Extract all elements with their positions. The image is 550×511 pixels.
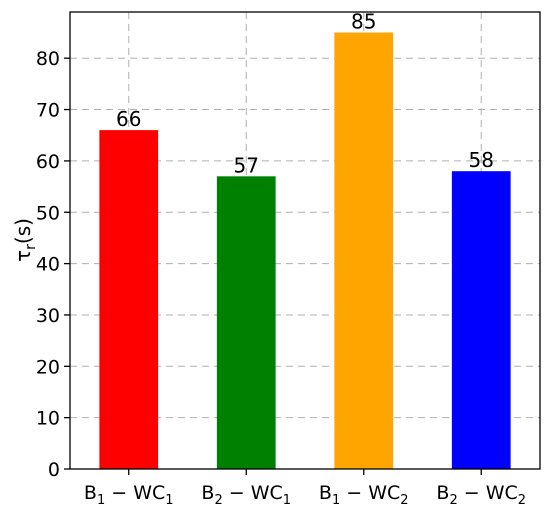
y-tick-label: 20	[36, 356, 60, 378]
y-tick-label: 60	[36, 151, 60, 173]
bar-value-label: 85	[351, 10, 376, 34]
bar	[99, 130, 159, 469]
bar-value-label: 58	[469, 148, 494, 172]
x-tick-label: B2 − WC1	[201, 482, 291, 508]
bar	[334, 32, 394, 469]
axes-layer	[69, 11, 541, 470]
x-tick-label: B1 − WC1	[84, 482, 174, 508]
ticks-layer: 0 10 20 30 40 50 60 70 80 B1 − WC1 B2 − WC1 B1 − WC…	[36, 48, 526, 508]
y-tick-label: 10	[36, 408, 60, 430]
bar	[216, 176, 276, 469]
y-tick-label: 50	[36, 202, 60, 224]
plot-frame	[69, 11, 541, 470]
bar-value-label: 57	[234, 153, 259, 177]
bar	[451, 171, 511, 469]
y-tick-label: 70	[36, 100, 60, 122]
y-axis-label: τr(s)	[11, 218, 39, 262]
y-tick-label: 40	[36, 254, 60, 276]
bar-value-label: 66	[116, 107, 141, 131]
labels-layer: 66 57 85 58	[116, 10, 494, 178]
x-tick-label: B2 − WC2	[436, 482, 526, 508]
y-axis-label-sub: r	[23, 244, 39, 250]
y-tick-label: 0	[48, 459, 60, 481]
bars-layer	[99, 32, 511, 469]
y-tick-label: 80	[36, 48, 60, 70]
x-tick-label: B1 − WC2	[319, 482, 409, 508]
y-tick-label: 30	[36, 305, 60, 327]
